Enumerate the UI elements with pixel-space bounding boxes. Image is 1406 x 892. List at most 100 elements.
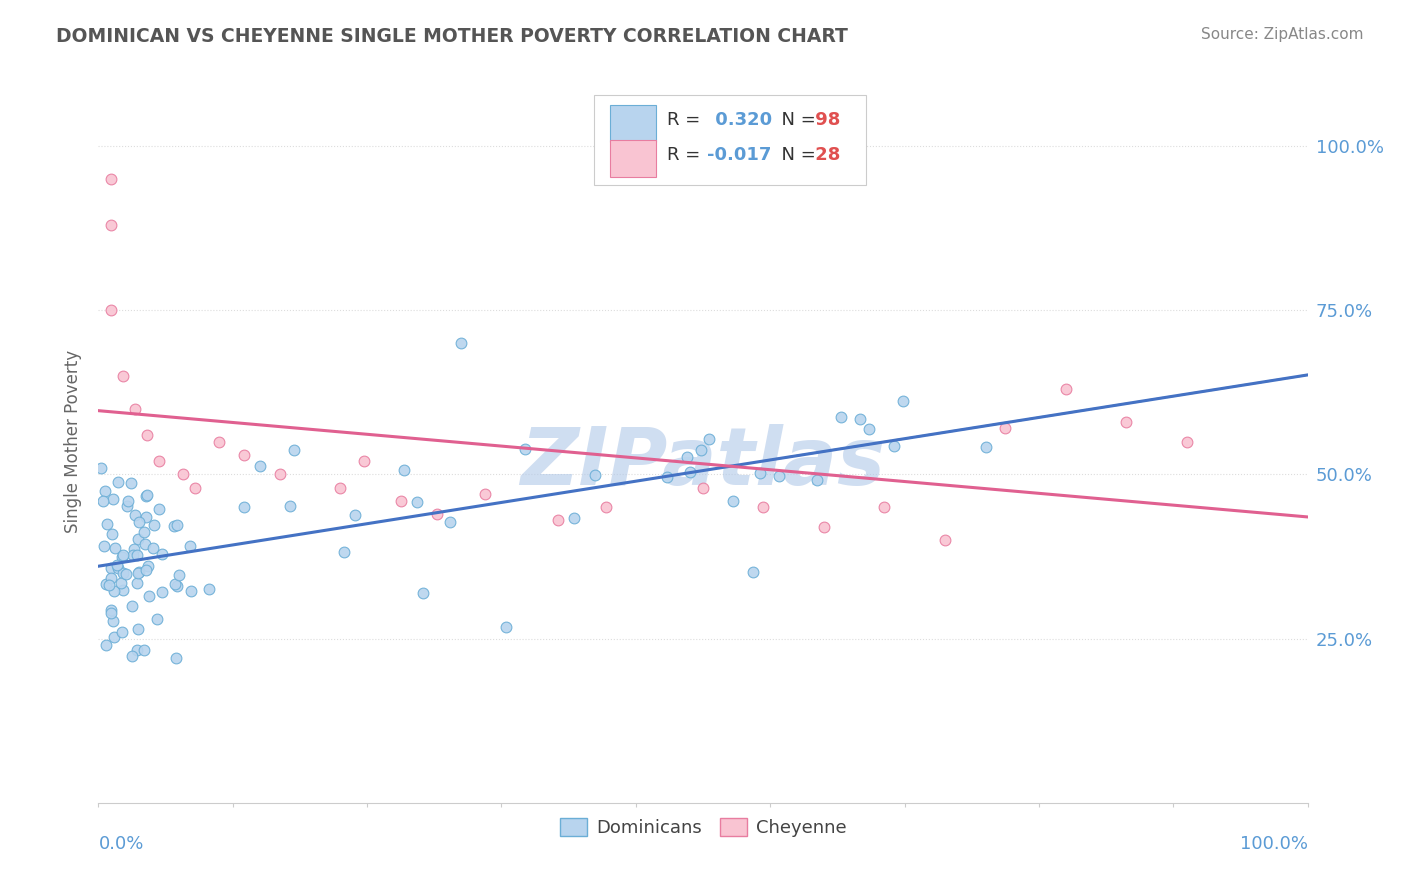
Point: [495, 620, 517, 634]
Point: [111, 566, 134, 580]
Text: R =: R =: [666, 111, 706, 129]
Point: [678, 465, 700, 479]
Point: [172, 467, 194, 482]
Point: [830, 409, 852, 424]
Point: [122, 548, 145, 562]
Point: [107, 475, 129, 490]
Point: [107, 560, 129, 574]
Text: R =: R =: [666, 145, 706, 164]
Point: [103, 583, 125, 598]
Point: [100, 171, 122, 186]
Point: [127, 532, 149, 546]
Point: [90, 461, 112, 475]
Point: [94, 577, 117, 591]
Point: [111, 549, 134, 564]
Y-axis label: Single Mother Poverty: Single Mother Poverty: [65, 350, 83, 533]
Point: [163, 577, 186, 591]
Point: [138, 589, 160, 603]
Point: [111, 368, 134, 383]
Text: 100.0%: 100.0%: [1240, 835, 1308, 854]
Point: [166, 578, 188, 592]
Point: [891, 394, 914, 409]
Point: [513, 442, 536, 456]
Point: [208, 434, 231, 449]
Point: [595, 500, 617, 515]
Point: [100, 603, 122, 617]
Point: [121, 599, 143, 613]
Text: DOMINICAN VS CHEYENNE SINGLE MOTHER POVERTY CORRELATION CHART: DOMINICAN VS CHEYENNE SINGLE MOTHER POVE…: [56, 27, 848, 45]
Point: [283, 443, 305, 458]
Point: [934, 533, 956, 547]
Point: [132, 642, 155, 657]
Point: [100, 561, 122, 575]
Point: [148, 454, 170, 468]
Point: [858, 422, 880, 436]
Point: [135, 510, 157, 524]
Point: [974, 440, 997, 454]
Point: [143, 517, 166, 532]
Text: -0.017: -0.017: [707, 145, 770, 164]
Text: ZIPatlas: ZIPatlas: [520, 425, 886, 502]
Point: [280, 499, 302, 513]
Point: [124, 508, 146, 522]
Point: [94, 638, 117, 652]
Point: [697, 432, 720, 446]
Point: [132, 525, 155, 540]
Point: [748, 466, 770, 480]
Point: [585, 467, 607, 482]
FancyBboxPatch shape: [595, 95, 866, 185]
Point: [91, 494, 114, 508]
Point: [122, 542, 145, 557]
Text: 28: 28: [810, 145, 841, 164]
Point: [127, 549, 149, 563]
Text: 98: 98: [810, 111, 841, 129]
Point: [439, 515, 461, 529]
Point: [690, 443, 713, 458]
Point: [692, 481, 714, 495]
Point: [100, 218, 122, 232]
Point: [883, 440, 905, 454]
Point: [128, 515, 150, 529]
Point: [474, 487, 496, 501]
Point: [392, 463, 415, 477]
FancyBboxPatch shape: [610, 105, 655, 143]
Point: [547, 513, 569, 527]
Point: [127, 576, 149, 591]
Point: [676, 450, 699, 464]
Point: [101, 491, 124, 506]
Point: [100, 303, 122, 318]
Point: [564, 511, 586, 525]
Point: [849, 412, 872, 426]
Point: [117, 493, 139, 508]
Point: [94, 483, 117, 498]
Point: [127, 566, 149, 581]
Point: [813, 520, 835, 534]
Point: [101, 527, 124, 541]
Legend: Dominicans, Cheyenne: Dominicans, Cheyenne: [553, 811, 853, 845]
Point: [179, 539, 201, 553]
Point: [135, 489, 157, 503]
Point: [163, 519, 186, 533]
Point: [343, 508, 366, 522]
Point: [329, 481, 352, 495]
Point: [134, 537, 156, 551]
Point: [406, 495, 429, 509]
Point: [450, 336, 472, 351]
Point: [1054, 382, 1077, 396]
Text: 0.320: 0.320: [709, 111, 772, 129]
Point: [768, 469, 790, 483]
Point: [150, 547, 173, 561]
Point: [426, 507, 449, 521]
Text: Source: ZipAtlas.com: Source: ZipAtlas.com: [1201, 27, 1364, 42]
Point: [127, 642, 149, 657]
Point: [1175, 434, 1198, 449]
Point: [232, 448, 254, 462]
Point: [353, 454, 375, 468]
Point: [110, 575, 132, 590]
Point: [115, 566, 138, 581]
Point: [120, 475, 142, 490]
Point: [146, 612, 169, 626]
Point: [655, 470, 678, 484]
Point: [104, 541, 127, 555]
Point: [180, 583, 202, 598]
